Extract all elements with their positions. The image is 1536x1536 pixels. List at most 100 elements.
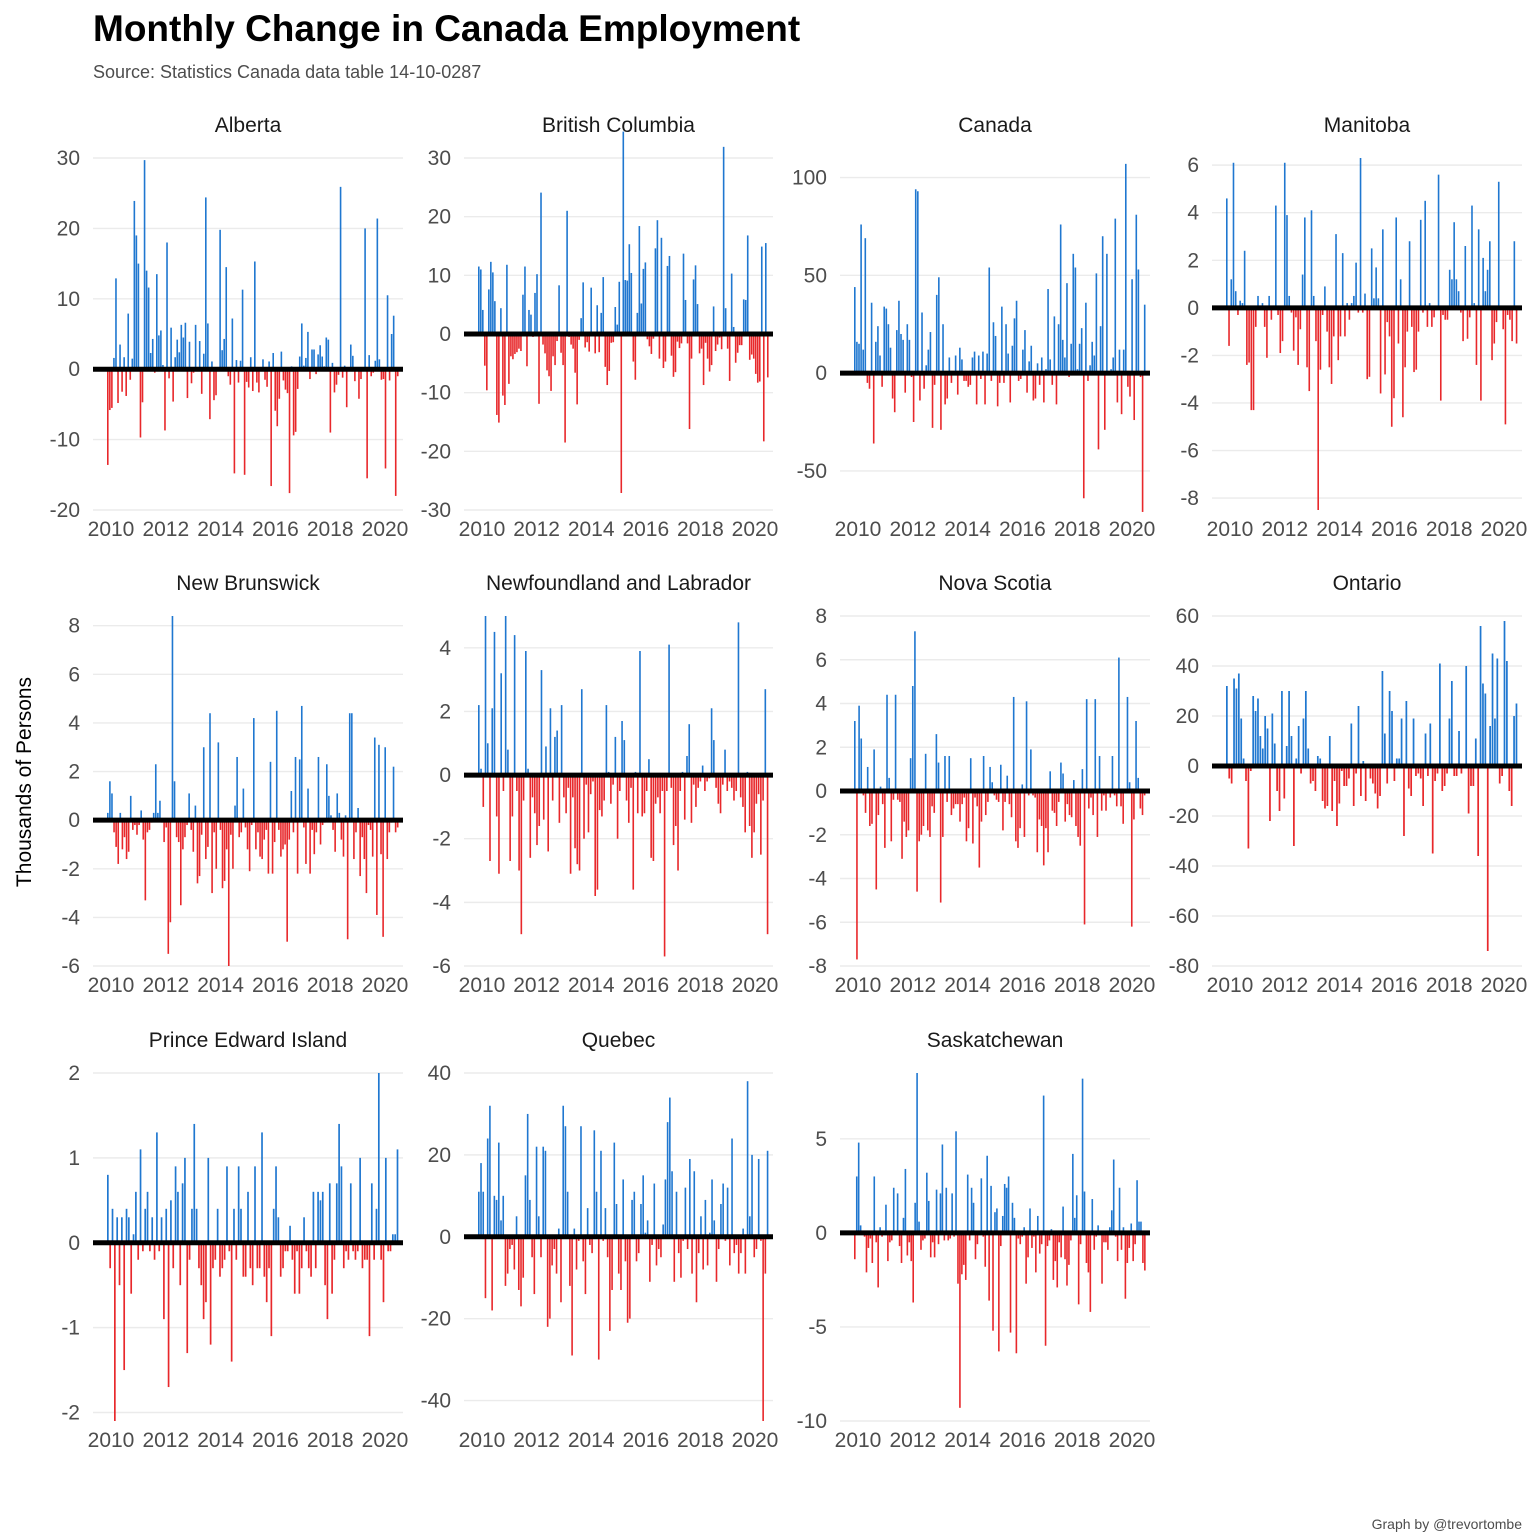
data-bar [127,313,130,370]
data-bar [632,775,635,890]
data-bar [300,705,303,821]
data-bar [856,791,858,960]
x-tick-label: 2014 [568,974,615,997]
data-bar [529,775,532,858]
data-bar [1304,691,1307,766]
data-bar [209,369,211,420]
data-bar [892,791,895,800]
data-bar [1455,766,1458,776]
data-bar [294,756,297,821]
data-bar [1138,1221,1140,1233]
data-bar [1281,307,1284,342]
data-bar [1075,791,1077,826]
data-bar [998,373,1001,383]
data-bar [1246,307,1248,365]
data-bar [964,1232,967,1280]
data-bar [706,334,709,359]
data-bar [170,1200,172,1243]
data-bar [708,334,711,372]
data-bar [1132,1232,1134,1262]
data-bar [186,369,189,399]
data-bar [370,1183,373,1243]
data-bar [1087,1232,1090,1273]
data-bar [1419,766,1422,779]
data-bar [132,1234,135,1243]
data-bar [160,330,162,370]
data-bar [961,1232,963,1275]
data-bar [604,334,607,367]
data-bar [1252,307,1255,411]
x-tick-label: 2016 [622,1429,669,1452]
data-bar [1078,343,1081,374]
data-bar [164,369,166,431]
data-bar [610,775,612,804]
data-bar [637,1236,640,1254]
data-bar [1427,766,1429,776]
y-tick-label: 100 [792,167,827,190]
data-bar [290,791,293,821]
data-bar [1052,1232,1055,1280]
data-bar [1000,1232,1002,1247]
data-bar [333,369,336,393]
data-bar [317,1191,319,1243]
data-bar [266,369,268,387]
data-bar [896,330,898,374]
data-bar [1326,307,1328,332]
data-bar [1482,257,1484,308]
data-bar [1317,307,1319,510]
data-bar [276,369,279,427]
data-bar [172,1242,175,1269]
data-bar [480,269,482,334]
y-tick-label: 2 [815,736,827,759]
data-bar [319,820,322,845]
data-bar [166,242,168,370]
data-bar [363,1242,366,1260]
data-bar [375,1208,378,1243]
data-bar [560,1236,562,1303]
data-bar [148,820,151,830]
panel-title: Alberta [215,114,282,137]
data-bar [1013,318,1016,374]
data-bar [750,334,753,355]
data-bar [307,1242,310,1269]
data-bar [181,1183,184,1243]
data-bar [881,791,884,805]
data-bar [1017,373,1020,381]
data-bar [692,775,695,785]
x-tick-label: 2014 [1316,974,1363,997]
data-bar [683,775,686,820]
data-bar [1403,766,1405,836]
data-bar [331,1242,333,1294]
data-bar [352,1242,354,1252]
data-bar [493,631,496,776]
data-bar [258,1242,261,1269]
data-bar [1357,706,1360,766]
data-bar [748,775,751,826]
data-bar [524,1175,527,1237]
data-bar [1059,224,1062,374]
data-bar [127,820,130,852]
data-bar [546,334,548,371]
y-tick-label: -6 [432,955,451,978]
data-bar [990,373,993,381]
data-bar [914,1202,916,1233]
data-bar [906,1232,909,1256]
data-bar [371,820,374,857]
data-bar [713,1220,716,1237]
data-bar [676,334,679,342]
data-bar [1424,200,1426,308]
data-bar [1144,1232,1146,1271]
data-bar [602,277,605,334]
data-bar [592,775,594,782]
data-bar [109,369,111,411]
y-tick-label: -2 [61,1402,80,1425]
x-tick-label: 2014 [568,518,615,541]
y-tick-label: 10 [57,288,80,311]
data-bar [865,1232,868,1273]
data-bar [165,1208,168,1243]
x-tick-label: 2012 [1261,518,1308,541]
data-bar [1337,307,1340,361]
data-bar [1230,279,1233,308]
